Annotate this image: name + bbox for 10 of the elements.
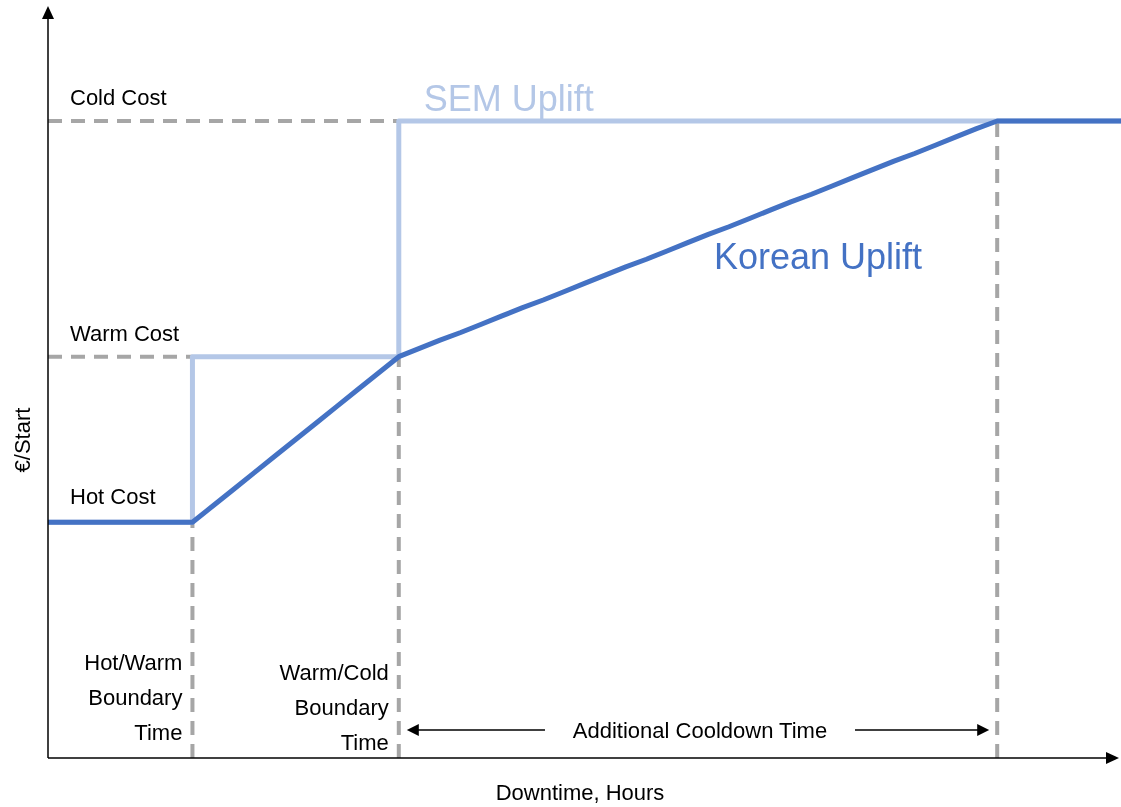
series-label: SEM Uplift — [423, 78, 594, 119]
ref-line-label: Warm Cost — [70, 320, 180, 346]
annotation: Additional Cooldown Time — [572, 718, 828, 743]
y-axis-title: €/Start — [10, 407, 35, 473]
ref-line-label: Cold Cost — [70, 85, 167, 110]
annotation: Hot/Warm Boundary Time — [84, 650, 183, 745]
annotation: Warm/Cold Boundary Time — [279, 660, 389, 755]
annotation: Hot Cost — [70, 484, 156, 510]
series-label: Korean Uplift — [713, 235, 923, 277]
x-axis-title: Downtime, Hours — [495, 780, 665, 805]
